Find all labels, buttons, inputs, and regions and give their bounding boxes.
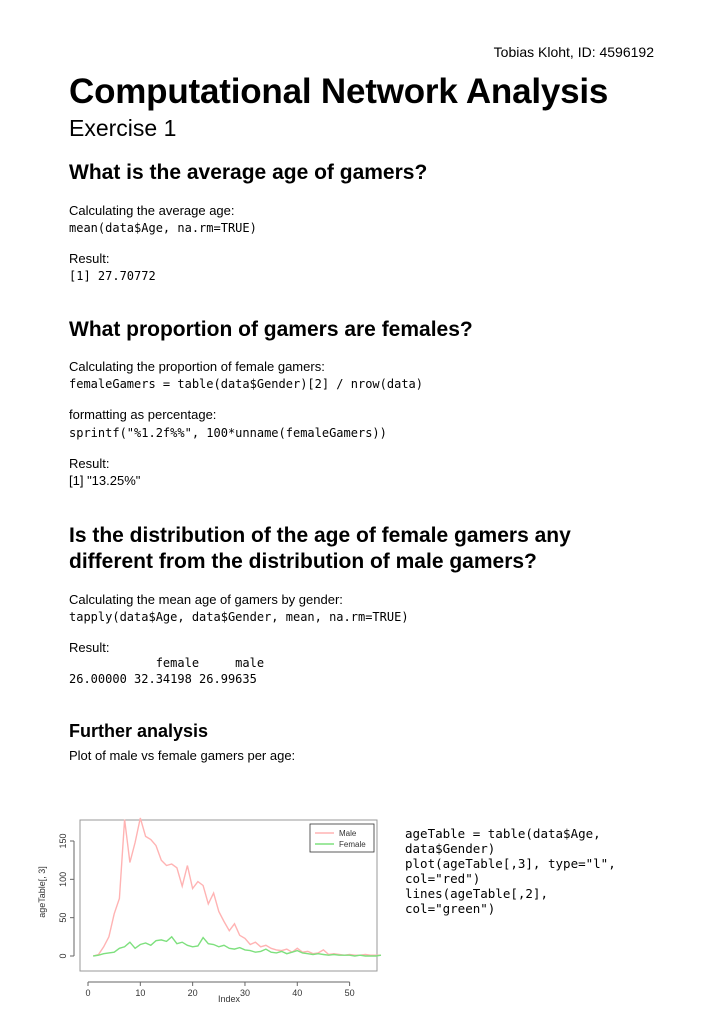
result-output: [1] 27.70772 — [69, 269, 156, 283]
calc-label: Calculating the average age: — [69, 203, 235, 218]
y-tick-label: 50 — [58, 913, 68, 923]
section-heading-female-proportion: What proportion of gamers are females? — [69, 318, 473, 341]
x-axis-label: Index — [218, 994, 241, 1004]
code-snippet: tapply(data$Age, data$Gender, mean, na.r… — [69, 610, 409, 624]
code-snippet: femaleGamers = table(data$Gender)[2] / n… — [69, 377, 424, 391]
series-line-male — [93, 817, 381, 957]
calc-label: Calculating the proportion of female gam… — [69, 359, 325, 374]
x-tick-label: 50 — [345, 988, 355, 998]
plot-label: Plot of male vs female gamers per age: — [69, 748, 296, 763]
plot-code-snippet: ageTable = table(data$Age, data$Gender) … — [405, 826, 616, 916]
code-snippet: sprintf("%1.2f%%", 100*unname(femaleGame… — [69, 426, 387, 440]
y-tick-label: 150 — [58, 833, 68, 848]
y-axis-label: ageTable[, 3] — [37, 866, 47, 918]
section-heading-distribution-line2: different from the distribution of male … — [69, 550, 537, 573]
section-heading-average-age: What is the average age of gamers? — [69, 161, 428, 184]
legend-label: Female — [339, 840, 366, 849]
y-tick-label: 0 — [58, 953, 68, 958]
section-heading-further-analysis: Further analysis — [69, 721, 209, 741]
calc-label: Calculating the mean age of gamers by ge… — [69, 592, 343, 607]
series-line-female — [93, 935, 382, 957]
result-output: female male 26.00000 32.34198 26.99635 — [69, 656, 265, 686]
result-label: Result: — [69, 251, 110, 266]
x-tick-label: 40 — [292, 988, 302, 998]
plot-box — [79, 819, 378, 972]
x-tick-label: 30 — [240, 988, 250, 998]
result-label: Result: — [69, 456, 110, 471]
document-subtitle: Exercise 1 — [69, 115, 177, 141]
result-output: [1] "13.25%" — [69, 473, 141, 488]
y-tick-label: 100 — [58, 872, 68, 887]
section-heading-distribution-line1: Is the distribution of the age of female… — [69, 524, 571, 547]
format-label: formatting as percentage: — [69, 407, 217, 422]
x-tick-label: 20 — [188, 988, 198, 998]
legend-label: Male — [339, 829, 357, 838]
document-title: Computational Network Analysis — [69, 72, 609, 111]
result-label: Result: — [69, 640, 110, 655]
author-line: Tobias Kloht, ID: 4596192 — [493, 44, 654, 60]
x-tick-label: 10 — [135, 988, 145, 998]
x-tick-label: 0 — [85, 988, 90, 998]
age-line-chart: 0 10 20 30 40 50 0 50 100 150 Male Female Index ag… — [37, 817, 382, 1004]
code-snippet: mean(data$Age, na.rm=TRUE) — [69, 221, 257, 235]
legend-box — [309, 823, 375, 853]
